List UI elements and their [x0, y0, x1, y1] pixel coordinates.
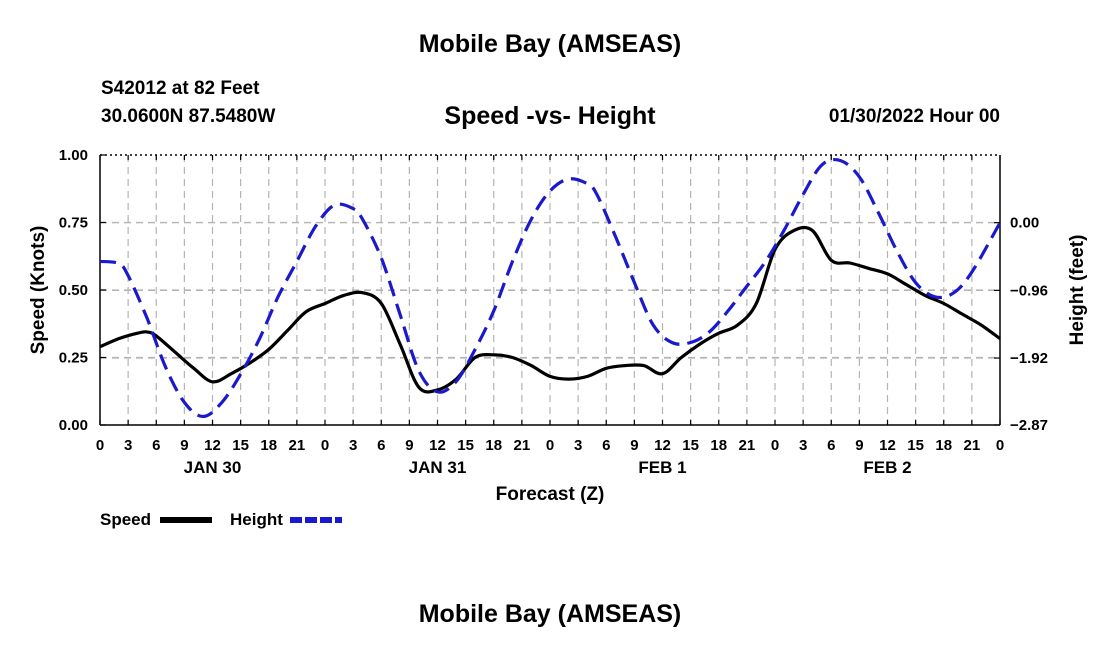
page-title: Mobile Bay (AMSEAS)	[418, 30, 682, 58]
footer-title: Mobile Bay (AMSEAS)	[418, 600, 682, 628]
chart-subtitle: Speed -vs- Height	[444, 102, 656, 130]
x-axis-title: Forecast (Z)	[496, 484, 605, 505]
x-tick-label: 9	[405, 437, 413, 454]
y-tick-label-left: 0.75	[59, 215, 88, 232]
x-tick-label: 0	[771, 437, 779, 454]
x-tick-label: 3	[349, 437, 357, 454]
x-tick-label: 12	[204, 437, 221, 454]
x-tick-label: 6	[152, 437, 160, 454]
y-tick-label-left: 1.00	[59, 147, 88, 164]
x-tick-label: 15	[682, 437, 699, 454]
x-tick-label: 15	[232, 437, 249, 454]
y-tick-label-left: 0.25	[59, 350, 88, 367]
x-tick-label: 18	[485, 437, 502, 454]
x-day-label: FEB 2	[863, 458, 911, 477]
x-tick-label: 21	[289, 437, 306, 454]
x-tick-label: 15	[907, 437, 924, 454]
x-tick-label: 9	[630, 437, 638, 454]
y-tick-label-left: 0.00	[59, 417, 88, 434]
x-tick-label: 3	[574, 437, 582, 454]
x-day-label: JAN 31	[409, 458, 467, 477]
x-tick-label: 3	[124, 437, 132, 454]
y-tick-label-left: 0.50	[59, 282, 88, 299]
x-tick-label: 18	[260, 437, 277, 454]
x-tick-label: 12	[654, 437, 671, 454]
y-tick-label-right: 0.00	[1010, 215, 1039, 232]
coordinates-label: 30.0600N 87.5480W	[101, 106, 276, 127]
x-tick-label: 0	[996, 437, 1004, 454]
y-tick-label-right: −1.92	[1010, 350, 1048, 367]
x-tick-label: 0	[321, 437, 329, 454]
y-tick-label-right: −2.87	[1010, 417, 1048, 434]
x-tick-label: 21	[514, 437, 531, 454]
series-line-height	[99, 157, 1002, 419]
y-axis-title-right: Height (feet)	[1067, 235, 1088, 346]
x-day-label: FEB 1	[638, 458, 686, 477]
x-tick-label: 9	[180, 437, 188, 454]
x-tick-label: 6	[827, 437, 835, 454]
x-tick-label: 3	[799, 437, 807, 454]
y-axis-title-left: Speed (Knots)	[28, 226, 49, 355]
forecast-datetime: 01/30/2022 Hour 00	[828, 106, 1000, 127]
x-tick-label: 15	[457, 437, 474, 454]
x-tick-label: 21	[964, 437, 981, 454]
series	[99, 157, 1002, 419]
x-tick-label: 6	[602, 437, 610, 454]
legend: Speed Height	[100, 510, 342, 529]
x-tick-label: 18	[710, 437, 727, 454]
legend-label-height: Height	[230, 510, 283, 529]
legend-label-speed: Speed	[100, 510, 151, 529]
x-tick-label: 12	[879, 437, 896, 454]
station-label: S42012 at 82 Feet	[101, 78, 260, 99]
x-tick-label: 6	[377, 437, 385, 454]
x-tick-label: 0	[546, 437, 554, 454]
series-line-speed	[99, 225, 1001, 394]
x-tick-label: 18	[935, 437, 952, 454]
x-day-label: JAN 30	[184, 458, 242, 477]
x-tick-label: 21	[739, 437, 756, 454]
speed-height-chart: 0 3 6 9 12 15 18 21 0 3 6 9 12 15 18 21 0 3 6 9 12 15 18 21 0 3 6 9…	[28, 147, 1088, 529]
y-tick-label-right: −0.96	[1010, 282, 1048, 299]
axes: 0 3 6 9 12 15 18 21 0 3 6 9 12 15 18 21 0 3 6 9 12 15 18 21 0 3 6 9…	[28, 147, 1088, 505]
x-tick-label: 0	[96, 437, 104, 454]
x-tick-label: 12	[429, 437, 446, 454]
x-tick-label: 9	[855, 437, 863, 454]
